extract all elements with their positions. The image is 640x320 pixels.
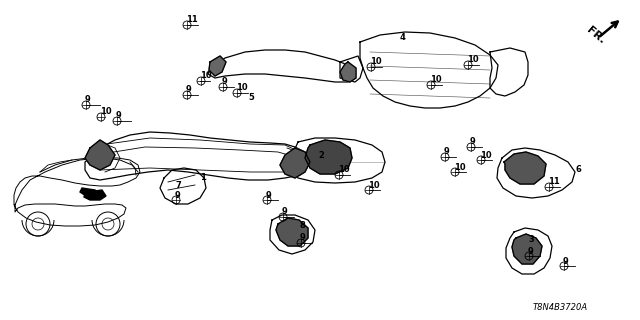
Polygon shape (85, 132, 310, 180)
Polygon shape (506, 228, 552, 274)
Text: 3: 3 (528, 236, 534, 244)
Polygon shape (512, 234, 542, 264)
Text: 10: 10 (454, 163, 466, 172)
Polygon shape (208, 50, 355, 82)
Text: 9: 9 (470, 138, 476, 147)
Text: 10: 10 (368, 180, 380, 189)
Polygon shape (305, 140, 352, 174)
Polygon shape (490, 48, 528, 96)
Polygon shape (270, 215, 315, 254)
Polygon shape (276, 218, 308, 246)
Text: 7: 7 (175, 180, 180, 189)
Polygon shape (280, 148, 310, 178)
Text: T8N4B3720A: T8N4B3720A (532, 303, 588, 313)
Text: FR.: FR. (585, 25, 607, 45)
Text: 1: 1 (200, 173, 206, 182)
Polygon shape (360, 32, 498, 108)
Text: 9: 9 (444, 148, 450, 156)
Polygon shape (497, 148, 575, 198)
Text: 9: 9 (85, 95, 91, 105)
Polygon shape (80, 188, 100, 197)
Text: 9: 9 (282, 207, 288, 217)
Text: 9: 9 (222, 77, 228, 86)
Text: 11: 11 (186, 15, 198, 25)
Text: 4: 4 (400, 34, 406, 43)
Text: 9: 9 (266, 190, 272, 199)
Polygon shape (340, 56, 363, 82)
Polygon shape (504, 152, 546, 184)
Text: 10: 10 (100, 108, 111, 116)
Text: 10: 10 (236, 84, 248, 92)
Text: 2: 2 (318, 150, 324, 159)
Polygon shape (209, 56, 226, 76)
Text: 10: 10 (430, 76, 442, 84)
Text: 6: 6 (575, 165, 581, 174)
Text: 10: 10 (480, 150, 492, 159)
Polygon shape (290, 138, 385, 183)
Text: 9: 9 (116, 111, 122, 121)
Text: 5: 5 (248, 93, 254, 102)
Text: 9: 9 (300, 234, 306, 243)
Text: 8: 8 (300, 220, 306, 229)
Text: 9: 9 (175, 190, 180, 199)
Text: 10: 10 (467, 55, 479, 65)
Text: 10: 10 (370, 58, 381, 67)
Text: 9: 9 (186, 85, 192, 94)
Text: 9: 9 (563, 257, 569, 266)
Text: 9: 9 (528, 246, 534, 255)
Polygon shape (160, 168, 206, 204)
Polygon shape (340, 62, 356, 82)
Polygon shape (14, 158, 140, 226)
Polygon shape (84, 190, 106, 200)
Text: 10: 10 (338, 165, 349, 174)
Polygon shape (85, 140, 115, 170)
Text: 11: 11 (548, 178, 560, 187)
Text: 10: 10 (200, 71, 212, 81)
